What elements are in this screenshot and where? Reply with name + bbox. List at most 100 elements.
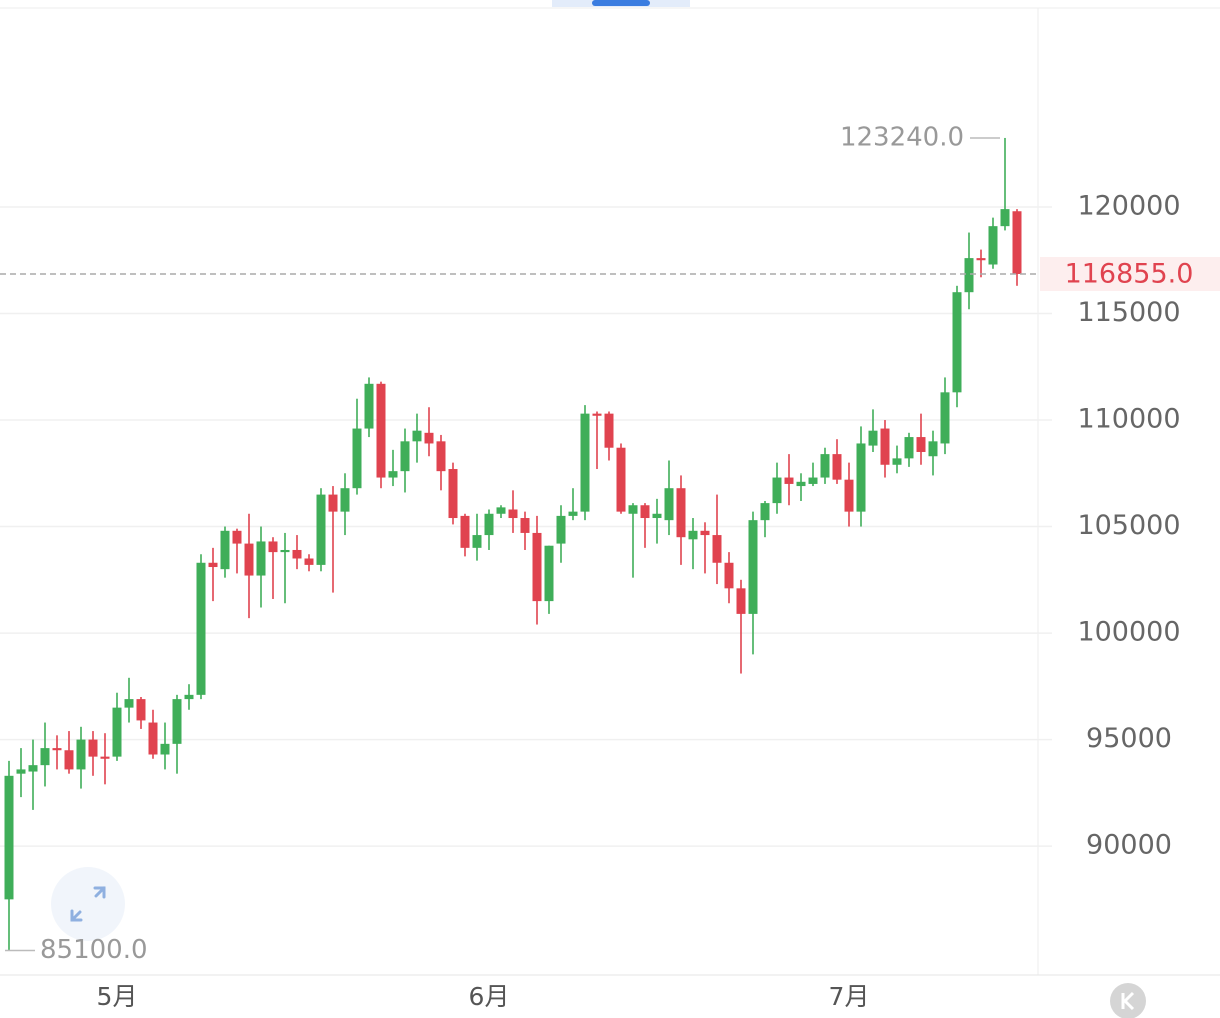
candle-body bbox=[52, 748, 62, 751]
expand-button[interactable] bbox=[51, 867, 125, 941]
candle-body bbox=[16, 769, 26, 774]
candle-body bbox=[844, 479, 854, 512]
candle-body bbox=[124, 699, 134, 708]
last-price-label: 116855.0 bbox=[1065, 258, 1194, 289]
candle-body bbox=[580, 413, 590, 512]
tab-handle[interactable] bbox=[592, 0, 650, 6]
candle-body bbox=[148, 722, 158, 755]
candle-body bbox=[496, 507, 506, 514]
candle-body bbox=[412, 430, 422, 442]
candle-body bbox=[448, 469, 458, 519]
candle-body bbox=[604, 413, 614, 448]
candle-body bbox=[616, 447, 626, 512]
candle-body bbox=[568, 511, 578, 516]
candle-body bbox=[172, 699, 182, 744]
candle-body bbox=[796, 481, 806, 487]
candle-body bbox=[664, 488, 674, 521]
candle-body bbox=[508, 509, 518, 519]
candle-body bbox=[244, 543, 254, 576]
candle-body bbox=[856, 443, 866, 512]
x-tick-label: 5月 bbox=[97, 982, 138, 1011]
candles bbox=[4, 137, 1022, 951]
candle-body bbox=[136, 699, 146, 721]
annotation-label: 123240.0 bbox=[840, 122, 964, 152]
candle-body bbox=[1000, 209, 1010, 227]
candle-body bbox=[520, 518, 530, 533]
candle-body bbox=[160, 743, 170, 755]
candle-body bbox=[400, 441, 410, 472]
candle-body bbox=[304, 558, 314, 565]
candle-body bbox=[472, 535, 482, 548]
candle-body bbox=[940, 392, 950, 444]
annotation-label: 85100.0 bbox=[40, 935, 148, 965]
x-tick-label: 7月 bbox=[829, 982, 870, 1011]
candle-body bbox=[688, 530, 698, 540]
candle-body bbox=[196, 562, 206, 695]
candle-body bbox=[184, 694, 194, 700]
y-tick-label: 100000 bbox=[1077, 617, 1180, 648]
y-tick-label: 115000 bbox=[1077, 297, 1180, 328]
candle-body bbox=[928, 441, 938, 457]
candle-body bbox=[964, 258, 974, 293]
candle-body bbox=[808, 477, 818, 484]
candle-body bbox=[988, 226, 998, 265]
candle-body bbox=[904, 437, 914, 459]
candle-body bbox=[724, 562, 734, 589]
candle-body bbox=[40, 748, 50, 766]
candle-body bbox=[388, 471, 398, 478]
candle-body bbox=[760, 503, 770, 521]
candle-body bbox=[268, 541, 278, 553]
candle-body bbox=[112, 707, 122, 757]
candle-body bbox=[652, 513, 662, 519]
candle-body bbox=[340, 488, 350, 512]
candle-body bbox=[100, 756, 110, 759]
candle-body bbox=[376, 383, 386, 478]
candle-body bbox=[352, 428, 362, 489]
candle-body bbox=[952, 292, 962, 393]
candle-body bbox=[364, 383, 374, 429]
candle-body bbox=[832, 454, 842, 480]
candle-body bbox=[880, 428, 890, 465]
candle-body bbox=[976, 258, 986, 261]
y-tick-label: 90000 bbox=[1086, 830, 1172, 861]
y-tick-label: 95000 bbox=[1086, 723, 1172, 754]
candle-body bbox=[232, 530, 242, 544]
candle-body bbox=[592, 413, 602, 416]
candle-body bbox=[256, 541, 266, 576]
candle-body bbox=[916, 437, 926, 452]
candle-body bbox=[628, 505, 638, 514]
y-tick-label: 110000 bbox=[1077, 404, 1180, 435]
candle-body bbox=[820, 454, 830, 478]
y-tick-label: 105000 bbox=[1077, 510, 1180, 541]
last-price-box bbox=[1040, 256, 1220, 291]
candle-body bbox=[1012, 211, 1022, 274]
candle-body bbox=[772, 477, 782, 504]
candle-body bbox=[28, 765, 38, 772]
candle-body bbox=[76, 739, 86, 770]
candle-body bbox=[4, 775, 14, 900]
candle-body bbox=[424, 432, 434, 444]
candle-body bbox=[316, 494, 326, 565]
candle-body bbox=[700, 530, 710, 536]
candle-body bbox=[736, 588, 746, 614]
candle-body bbox=[64, 750, 74, 770]
k-button[interactable] bbox=[1110, 983, 1146, 1018]
candle-body bbox=[892, 458, 902, 465]
candle-body bbox=[868, 430, 878, 446]
candle-body bbox=[784, 477, 794, 484]
candle-body bbox=[220, 530, 230, 570]
candle-body bbox=[544, 545, 554, 602]
candle-body bbox=[328, 494, 338, 512]
candle-body bbox=[88, 739, 98, 757]
candle-body bbox=[484, 513, 494, 536]
candle-body bbox=[640, 505, 650, 519]
candle-body bbox=[676, 488, 686, 538]
candle-body bbox=[532, 532, 542, 602]
candle-body bbox=[556, 515, 566, 544]
candle-body bbox=[436, 441, 446, 472]
candle-body bbox=[460, 515, 470, 548]
candle-body bbox=[748, 520, 758, 614]
candle-body bbox=[208, 562, 218, 568]
candle-body bbox=[712, 535, 722, 563]
